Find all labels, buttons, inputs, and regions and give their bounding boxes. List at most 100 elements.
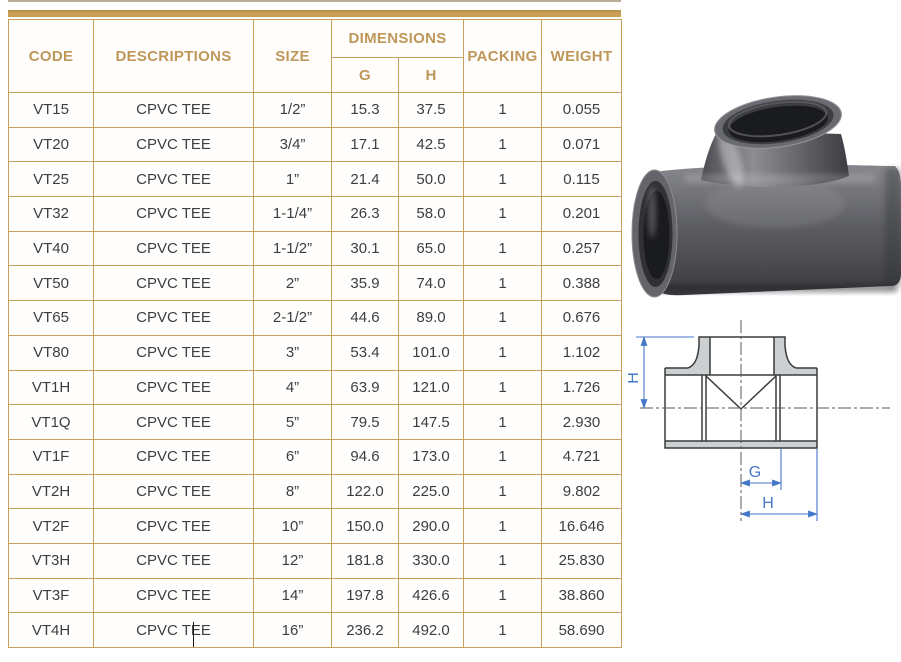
table-row: VT65 CPVC TEE 2-1/2” 44.6 89.0 1 0.676 <box>8 300 623 336</box>
cell-h: 89.0 <box>397 300 465 336</box>
table-row: VT20 CPVC TEE 3/4” 17.1 42.5 1 0.071 <box>8 126 623 163</box>
cell-packing: 1 <box>463 369 543 406</box>
top-hairline <box>8 0 621 2</box>
cell-packing: 1 <box>463 438 543 475</box>
cell-code: VT32 <box>8 196 94 232</box>
cell-code: VT15 <box>8 92 94 128</box>
cell-packing: 1 <box>463 126 543 163</box>
cell-g: 17.1 <box>331 126 399 163</box>
branch-highlight <box>718 129 744 187</box>
col-header-size: SIZE <box>253 19 332 93</box>
cell-weight: 0.388 <box>541 265 623 302</box>
center-lines <box>640 320 890 521</box>
cell-h: 225.0 <box>397 473 465 510</box>
cell-description: CPVC TEE <box>93 92 254 128</box>
cell-packing: 1 <box>463 196 543 232</box>
product-photo-tee-fitting <box>625 62 901 320</box>
cell-description: CPVC TEE <box>93 369 254 406</box>
cell-weight: 1.102 <box>541 334 623 371</box>
cell-size: 3” <box>253 334 332 371</box>
table-body: VT15 CPVC TEE 1/2” 15.3 37.5 1 0.055 VT20 CPVC T… <box>8 92 623 648</box>
cell-size: 1-1/2” <box>253 230 332 267</box>
spec-table-zone: CODE DESCRIPTIONS SIZE DIMENSIONS PACKIN… <box>8 0 623 648</box>
cell-packing: 1 <box>463 230 543 267</box>
cell-size: 4” <box>253 369 332 406</box>
cell-weight: 16.646 <box>541 508 623 544</box>
cell-description: CPVC TEE <box>93 577 254 614</box>
table-row: VT3H CPVC TEE 12” 181.8 330.0 1 25.830 <box>8 542 623 579</box>
tee-photo-svg <box>631 95 901 298</box>
col-header-dim-h: H <box>397 57 465 93</box>
cell-packing: 1 <box>463 508 543 544</box>
cell-packing: 1 <box>463 92 543 128</box>
cell-description: CPVC TEE <box>93 334 254 371</box>
col-header-code: CODE <box>8 19 94 93</box>
cell-packing: 1 <box>463 542 543 579</box>
cell-g: 30.1 <box>331 230 399 267</box>
cell-description: CPVC TEE <box>93 300 254 336</box>
table-row: VT50 CPVC TEE 2” 35.9 74.0 1 0.388 <box>8 265 623 302</box>
table-row: VT1Q CPVC TEE 5” 79.5 147.5 1 2.930 <box>8 404 623 440</box>
cell-g: 150.0 <box>331 508 399 544</box>
tee-drawing-svg: H G H <box>628 320 890 521</box>
cell-packing: 1 <box>463 404 543 440</box>
table-row: VT15 CPVC TEE 1/2” 15.3 37.5 1 0.055 <box>8 92 623 128</box>
cell-size: 1/2” <box>253 92 332 128</box>
cell-size: 1-1/4” <box>253 196 332 232</box>
cell-size: 6” <box>253 438 332 475</box>
cell-size: 12” <box>253 542 332 579</box>
cell-h: 290.0 <box>397 508 465 544</box>
cell-weight: 0.055 <box>541 92 623 128</box>
cell-h: 492.0 <box>397 612 465 648</box>
cell-h: 147.5 <box>397 404 465 440</box>
cell-g: 236.2 <box>331 612 399 648</box>
cell-g: 63.9 <box>331 369 399 406</box>
cell-code: VT3H <box>8 542 94 579</box>
cell-g: 122.0 <box>331 473 399 510</box>
cell-weight: 2.930 <box>541 404 623 440</box>
run-right-shade <box>885 168 901 286</box>
cell-code: VT80 <box>8 334 94 371</box>
table-row: VT1H CPVC TEE 4” 63.9 121.0 1 1.726 <box>8 369 623 406</box>
cell-weight: 58.690 <box>541 612 623 648</box>
cell-g: 44.6 <box>331 300 399 336</box>
cell-h: 426.6 <box>397 577 465 614</box>
cell-h: 37.5 <box>397 92 465 128</box>
cell-packing: 1 <box>463 300 543 336</box>
cell-h: 65.0 <box>397 230 465 267</box>
left-opening <box>631 169 678 298</box>
cell-size: 2-1/2” <box>253 300 332 336</box>
cell-code: VT50 <box>8 265 94 302</box>
cell-code: VT25 <box>8 161 94 198</box>
cell-code: VT1F <box>8 438 94 475</box>
table-row: VT4H CPVC TEE 16” 236.2 492.0 1 58.690 <box>8 612 623 648</box>
cell-description: CPVC TEE <box>93 161 254 198</box>
cell-weight: 1.726 <box>541 369 623 406</box>
col-header-dim-g: G <box>331 57 399 93</box>
dimension-lines <box>636 336 818 521</box>
cell-h: 50.0 <box>397 161 465 198</box>
col-header-weight: WEIGHT <box>541 19 623 93</box>
wall-fills <box>665 337 817 448</box>
cell-size: 3/4” <box>253 126 332 163</box>
cell-code: VT40 <box>8 230 94 267</box>
cell-size: 1” <box>253 161 332 198</box>
label-g-bottom: G <box>749 464 761 481</box>
cell-size: 5” <box>253 404 332 440</box>
dimension-labels: H G H <box>628 372 774 512</box>
table-row: VT2F CPVC TEE 10” 150.0 290.0 1 16.646 <box>8 508 623 544</box>
cell-description: CPVC TEE <box>93 508 254 544</box>
cell-description: CPVC TEE <box>93 230 254 267</box>
fitting-spec-table: CODE DESCRIPTIONS SIZE DIMENSIONS PACKIN… <box>8 19 623 648</box>
cell-g: 15.3 <box>331 92 399 128</box>
table-header: CODE DESCRIPTIONS SIZE DIMENSIONS PACKIN… <box>8 19 623 93</box>
technical-drawing-tee-section: H G H <box>628 318 898 540</box>
cell-code: VT3F <box>8 577 94 614</box>
cell-description: CPVC TEE <box>93 438 254 475</box>
run-bottom-shade <box>659 284 897 292</box>
col-header-packing: PACKING <box>463 19 543 93</box>
cell-g: 79.5 <box>331 404 399 440</box>
cell-code: VT1Q <box>8 404 94 440</box>
cell-description: CPVC TEE <box>93 612 254 648</box>
cell-packing: 1 <box>463 161 543 198</box>
